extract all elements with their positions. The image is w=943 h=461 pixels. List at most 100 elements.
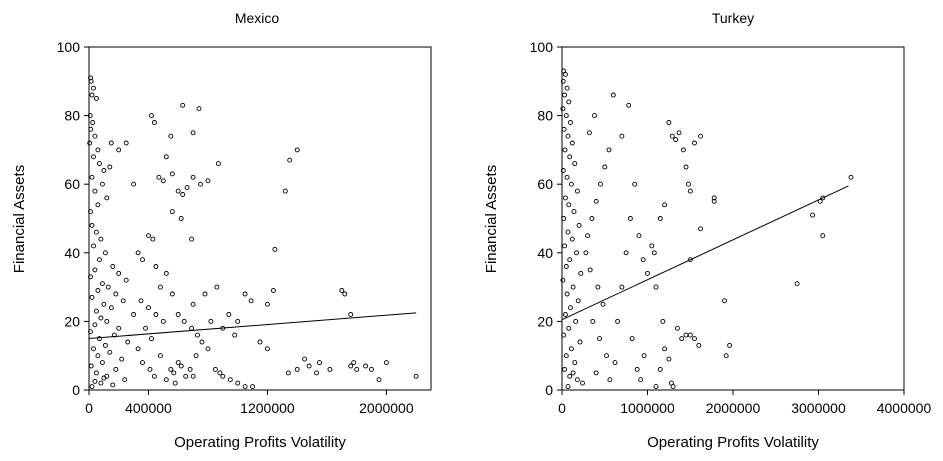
data-point bbox=[574, 250, 579, 256]
data-point bbox=[572, 360, 578, 366]
data-point bbox=[657, 366, 663, 372]
y-tick-label: 60 bbox=[537, 176, 553, 192]
data-point bbox=[217, 370, 223, 376]
data-point bbox=[566, 99, 572, 105]
data-point bbox=[568, 181, 574, 187]
data-point bbox=[562, 71, 568, 77]
data-point bbox=[565, 229, 571, 235]
data-point bbox=[111, 332, 117, 338]
data-point bbox=[108, 140, 114, 146]
data-point bbox=[107, 349, 113, 355]
data-point bbox=[90, 120, 96, 125]
data-point bbox=[653, 384, 659, 390]
data-point bbox=[589, 216, 595, 221]
data-point bbox=[153, 264, 159, 269]
data-point bbox=[660, 318, 666, 324]
data-point bbox=[146, 305, 151, 311]
x-axis: 0 400000 1200000 2000000 bbox=[85, 390, 414, 416]
data-point bbox=[88, 75, 93, 81]
data-point bbox=[595, 284, 601, 290]
data-point bbox=[160, 318, 166, 324]
y-tick-label: 0 bbox=[72, 382, 80, 398]
data-point bbox=[272, 246, 278, 252]
data-point bbox=[199, 339, 205, 345]
data-point bbox=[202, 291, 208, 297]
data-point bbox=[135, 346, 141, 352]
data-point bbox=[568, 120, 573, 125]
data-point bbox=[88, 363, 94, 369]
data-point bbox=[150, 236, 156, 242]
data-point bbox=[264, 346, 270, 352]
data-point bbox=[722, 298, 727, 304]
data-point bbox=[327, 366, 333, 372]
data-point bbox=[91, 346, 96, 352]
data-point bbox=[571, 209, 577, 215]
data-point bbox=[208, 318, 214, 324]
x-tick-label: 3000000 bbox=[791, 400, 846, 416]
x-tick-label: 0 bbox=[85, 400, 93, 416]
data-point bbox=[93, 370, 99, 376]
data-point bbox=[666, 120, 672, 125]
data-point bbox=[99, 181, 105, 187]
data-point bbox=[560, 106, 566, 112]
data-point bbox=[235, 380, 241, 386]
data-point bbox=[560, 277, 566, 283]
data-point bbox=[98, 380, 104, 386]
scatter-points bbox=[560, 68, 854, 390]
data-point bbox=[143, 325, 148, 331]
data-point bbox=[562, 92, 568, 98]
y-tick-label: 40 bbox=[537, 245, 553, 261]
data-point bbox=[101, 301, 107, 307]
data-point bbox=[248, 298, 254, 304]
data-point bbox=[190, 174, 196, 180]
data-point bbox=[683, 332, 689, 338]
y-tick-label: 100 bbox=[530, 39, 554, 55]
data-point bbox=[592, 113, 597, 119]
data-point bbox=[676, 130, 682, 136]
data-point bbox=[348, 312, 354, 317]
data-point bbox=[683, 164, 689, 170]
data-point bbox=[87, 113, 93, 119]
data-point bbox=[820, 195, 826, 201]
data-point bbox=[612, 360, 618, 366]
data-point bbox=[116, 270, 122, 276]
data-point bbox=[666, 356, 672, 362]
data-point bbox=[619, 284, 625, 290]
data-point bbox=[95, 353, 101, 359]
data-point bbox=[91, 243, 96, 249]
data-point bbox=[593, 370, 599, 376]
data-point bbox=[723, 353, 729, 359]
data-point bbox=[163, 154, 169, 160]
data-point bbox=[91, 85, 96, 91]
data-point bbox=[149, 113, 154, 119]
data-point bbox=[285, 370, 291, 376]
scatter-points bbox=[87, 75, 419, 390]
data-point bbox=[564, 85, 570, 91]
data-point bbox=[189, 236, 195, 242]
data-point bbox=[125, 339, 131, 345]
data-point bbox=[568, 305, 573, 311]
data-point bbox=[175, 360, 181, 366]
data-point bbox=[189, 325, 195, 331]
x-axis: 0 1000000 2000000 3000000 4000000 bbox=[558, 390, 931, 416]
data-point bbox=[98, 315, 104, 321]
data-point bbox=[568, 346, 574, 352]
data-point bbox=[561, 126, 567, 132]
data-point bbox=[140, 257, 145, 263]
data-point bbox=[563, 113, 569, 119]
data-point bbox=[92, 133, 98, 139]
data-point bbox=[294, 366, 300, 372]
data-point bbox=[123, 140, 129, 146]
data-point bbox=[634, 366, 640, 372]
data-point bbox=[113, 366, 119, 372]
data-point bbox=[193, 353, 199, 359]
chart-title: Mexico bbox=[235, 10, 280, 26]
data-point bbox=[175, 312, 181, 317]
data-point bbox=[180, 192, 186, 197]
data-point bbox=[572, 161, 578, 167]
data-point bbox=[184, 185, 190, 191]
data-point bbox=[89, 174, 95, 180]
data-point bbox=[242, 384, 248, 390]
data-point bbox=[95, 202, 101, 208]
data-point bbox=[794, 281, 800, 287]
